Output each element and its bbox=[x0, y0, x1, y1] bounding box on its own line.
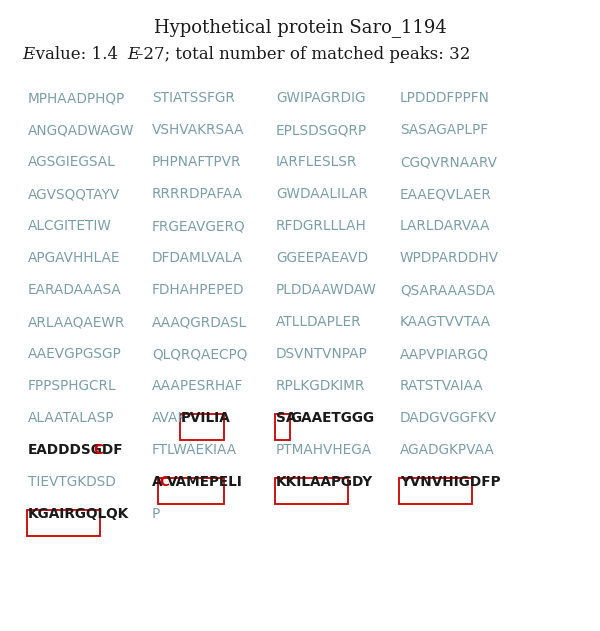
Text: DADGVGGFKV: DADGVGGFKV bbox=[400, 411, 497, 425]
Text: PTMAHVHEGA: PTMAHVHEGA bbox=[276, 443, 372, 457]
Text: GWIPAGRDIG: GWIPAGRDIG bbox=[276, 91, 365, 105]
Text: KAAGTVVTAA: KAAGTVVTAA bbox=[400, 315, 491, 329]
Text: -value: 1.4: -value: 1.4 bbox=[30, 46, 121, 63]
Bar bbox=[275, 414, 290, 440]
Text: VAMEPELI: VAMEPELI bbox=[166, 475, 242, 489]
Text: AVAK: AVAK bbox=[152, 411, 187, 425]
Text: E: E bbox=[127, 46, 139, 63]
Text: FTLWAEKIAA: FTLWAEKIAA bbox=[152, 443, 237, 457]
Text: SA: SA bbox=[276, 411, 296, 425]
Text: FRGEAVGERQ: FRGEAVGERQ bbox=[152, 219, 245, 233]
Text: SASAGAPLPF: SASAGAPLPF bbox=[400, 123, 488, 137]
Text: STIATSSFGR: STIATSSFGR bbox=[152, 91, 235, 105]
Text: AGVSQQTAYV: AGVSQQTAYV bbox=[28, 187, 120, 201]
Text: RRRRDPAFAA: RRRRDPAFAA bbox=[152, 187, 243, 201]
Text: CGQVRNAARV: CGQVRNAARV bbox=[400, 155, 497, 169]
Text: RFDGRLLLAH: RFDGRLLLAH bbox=[276, 219, 367, 233]
Text: A: A bbox=[152, 475, 163, 489]
Bar bbox=[27, 510, 100, 536]
Text: PVILIA: PVILIA bbox=[181, 411, 230, 425]
Text: IARFLESLSR: IARFLESLSR bbox=[276, 155, 358, 169]
Text: GWDAALILAR: GWDAALILAR bbox=[276, 187, 368, 201]
Text: ANGQADWAGW: ANGQADWAGW bbox=[28, 123, 134, 137]
Text: C: C bbox=[159, 475, 169, 489]
Text: RATSTVAIAA: RATSTVAIAA bbox=[400, 379, 484, 393]
Text: ALCGITETIW: ALCGITETIW bbox=[28, 219, 112, 233]
Text: LPDDDFPPFN: LPDDDFPPFN bbox=[400, 91, 490, 105]
Text: AGADGKPVAA: AGADGKPVAA bbox=[400, 443, 495, 457]
Text: P: P bbox=[152, 507, 160, 521]
Text: LARLDARVAA: LARLDARVAA bbox=[400, 219, 491, 233]
Text: ARLAAQAEWR: ARLAAQAEWR bbox=[28, 315, 125, 329]
Text: DSVNTVNPAP: DSVNTVNPAP bbox=[276, 347, 368, 361]
Text: TIEVTGKDSD: TIEVTGKDSD bbox=[28, 475, 116, 489]
Bar bbox=[158, 478, 224, 504]
Text: PHPNAFTPVR: PHPNAFTPVR bbox=[152, 155, 241, 169]
Text: AAPVPIARGQ: AAPVPIARGQ bbox=[400, 347, 489, 361]
Text: –27; total number of matched peaks: 32: –27; total number of matched peaks: 32 bbox=[135, 46, 470, 63]
Text: AGSGIEGSAL: AGSGIEGSAL bbox=[28, 155, 116, 169]
Text: YVNVHIGDFP: YVNVHIGDFP bbox=[400, 475, 500, 489]
Text: AAAQGRDASL: AAAQGRDASL bbox=[152, 315, 247, 329]
Text: WPDPARDDHV: WPDPARDDHV bbox=[400, 251, 499, 265]
Text: VSHVAKRSAA: VSHVAKRSAA bbox=[152, 123, 245, 137]
Text: MPHAADPHQP: MPHAADPHQP bbox=[28, 91, 125, 105]
Bar bbox=[180, 414, 224, 440]
Text: APGAVHHLAE: APGAVHHLAE bbox=[28, 251, 121, 265]
Text: EAAEQVLAER: EAAEQVLAER bbox=[400, 187, 492, 201]
Bar bbox=[275, 478, 348, 504]
Text: KGAIRGQLQK: KGAIRGQLQK bbox=[28, 507, 129, 521]
Text: FDHAHPEPED: FDHAHPEPED bbox=[152, 283, 245, 297]
Text: EARADAAASA: EARADAAASA bbox=[28, 283, 122, 297]
Bar bbox=[399, 478, 472, 504]
Text: KKILAAPGDY: KKILAAPGDY bbox=[276, 475, 373, 489]
Text: DFDAMLVALA: DFDAMLVALA bbox=[152, 251, 243, 265]
Text: ATLLDAPLER: ATLLDAPLER bbox=[276, 315, 362, 329]
Text: FPPSPHGCRL: FPPSPHGCRL bbox=[28, 379, 116, 393]
Text: QLQRQAECPQ: QLQRQAECPQ bbox=[152, 347, 247, 361]
Text: AAAPESRHAF: AAAPESRHAF bbox=[152, 379, 244, 393]
Text: E: E bbox=[22, 46, 34, 63]
Text: AAEVGPGSGP: AAEVGPGSGP bbox=[28, 347, 122, 361]
Text: GAAETGGG: GAAETGGG bbox=[290, 411, 374, 425]
Text: GGEEPAEAVD: GGEEPAEAVD bbox=[276, 251, 368, 265]
Text: EPLSDSGQRP: EPLSDSGQRP bbox=[276, 123, 367, 137]
Text: PLDDAAWDAW: PLDDAAWDAW bbox=[276, 283, 377, 297]
Text: Hypothetical protein Saro_1194: Hypothetical protein Saro_1194 bbox=[154, 18, 446, 37]
Text: RPLKGDKIMR: RPLKGDKIMR bbox=[276, 379, 365, 393]
Text: C: C bbox=[93, 443, 103, 457]
Text: QSARAAASDA: QSARAAASDA bbox=[400, 283, 495, 297]
Text: EADDDSGDF: EADDDSGDF bbox=[28, 443, 124, 457]
Text: ALAATALASP: ALAATALASP bbox=[28, 411, 115, 425]
